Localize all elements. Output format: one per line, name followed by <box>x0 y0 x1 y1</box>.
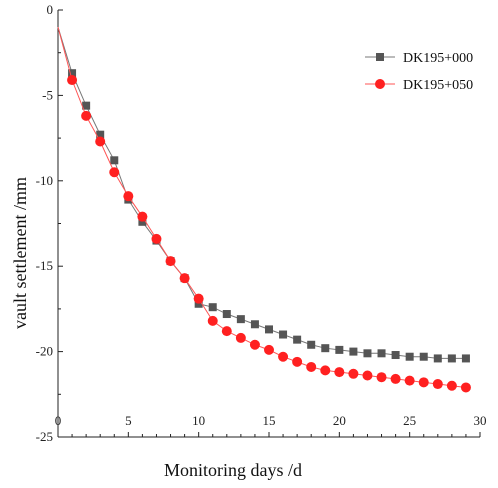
x-tick-label: 25 <box>403 413 416 428</box>
series-layer <box>57 26 471 393</box>
x-tick-label: 0 <box>55 413 62 428</box>
y-axis-title: vault settlement /mm <box>10 177 30 329</box>
data-point <box>419 352 428 361</box>
legend-marker <box>376 53 384 61</box>
data-point <box>348 368 359 379</box>
data-point <box>405 352 414 361</box>
data-point <box>461 354 470 363</box>
x-tick-label: 5 <box>125 413 132 428</box>
data-point <box>235 332 246 343</box>
data-point <box>321 344 330 353</box>
legend-item-1: DK195+000 <box>365 51 473 66</box>
legend: DK195+000 DK195+050 <box>365 51 473 93</box>
data-point <box>433 354 442 363</box>
data-point <box>460 382 471 393</box>
axes: 0-5-10-15-20-250 5 10 15 20 25 30 <box>36 2 487 444</box>
data-point <box>293 335 302 344</box>
data-point <box>138 217 147 226</box>
data-point <box>236 315 245 324</box>
y-tick-label: -15 <box>36 258 53 273</box>
data-point <box>222 310 231 319</box>
y-tick-label: -25 <box>36 429 53 444</box>
data-point <box>250 320 259 329</box>
data-point <box>432 379 443 390</box>
data-point <box>446 380 457 391</box>
y-tick-label: -10 <box>36 173 53 188</box>
data-point <box>96 130 105 139</box>
data-point <box>376 372 387 383</box>
x-axis-title: Monitoring days /d <box>164 460 302 480</box>
data-point <box>377 349 386 358</box>
data-point <box>334 367 345 378</box>
data-point <box>137 211 148 222</box>
data-point <box>110 156 119 165</box>
y-tick-label: -5 <box>42 87 53 102</box>
x-tick-label: 20 <box>333 413 346 428</box>
data-point <box>418 377 429 388</box>
x-tick-label: 30 <box>474 413 487 428</box>
data-point <box>362 370 373 381</box>
data-point <box>81 110 92 121</box>
data-point <box>264 344 274 355</box>
data-point <box>67 75 78 86</box>
legend-marker <box>375 79 385 89</box>
data-point <box>447 354 456 363</box>
data-point <box>165 256 176 267</box>
data-point <box>363 349 372 358</box>
data-point <box>123 191 134 202</box>
data-point <box>109 167 120 178</box>
data-point <box>179 273 190 284</box>
data-point <box>278 351 289 362</box>
data-point <box>151 233 162 244</box>
legend-item-2: DK195+050 <box>365 78 473 93</box>
data-point <box>390 373 401 384</box>
legend-label: DK195+050 <box>403 78 473 93</box>
data-point <box>335 345 344 354</box>
data-point <box>194 299 203 308</box>
data-point <box>320 365 331 376</box>
data-point <box>207 315 218 326</box>
data-point <box>349 347 358 356</box>
data-point <box>306 361 317 372</box>
y-tick-label: -20 <box>36 344 53 359</box>
data-point <box>82 101 91 110</box>
data-point <box>279 330 288 339</box>
data-point <box>391 351 400 360</box>
series-2 <box>57 26 471 393</box>
data-point <box>292 356 303 367</box>
data-point <box>208 303 217 312</box>
data-point <box>265 325 273 334</box>
data-point <box>307 340 316 349</box>
data-point <box>68 69 77 78</box>
data-point <box>404 375 415 386</box>
legend-label: DK195+000 <box>403 51 473 66</box>
y-tick-label: 0 <box>47 2 54 17</box>
data-point <box>193 293 204 304</box>
x-tick-label: 15 <box>263 413 276 428</box>
data-point <box>95 136 106 147</box>
data-point <box>249 339 260 350</box>
x-tick-label: 10 <box>192 413 205 428</box>
data-point <box>221 326 232 337</box>
series-line <box>57 26 466 359</box>
